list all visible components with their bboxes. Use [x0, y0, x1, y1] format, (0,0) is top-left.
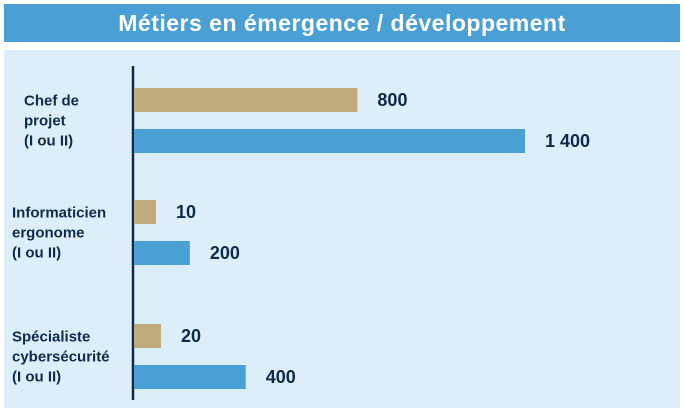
data-label: 20 [181, 326, 201, 346]
bar [134, 324, 161, 348]
category-label-line: Chef de [24, 93, 79, 110]
bar [134, 241, 190, 265]
bar [134, 129, 525, 153]
category-label-line: projet [24, 113, 66, 130]
data-label: 1 400 [545, 131, 590, 151]
category-label-line: cybersécurité [12, 349, 110, 366]
category-label: Chef de projet (I ou II) [24, 93, 79, 150]
category-label-line: Spécialiste [12, 329, 90, 346]
category-label: Spécialiste cybersécurité (I ou II) [12, 329, 110, 386]
title-bar: Métiers en émergence / développement [4, 4, 680, 42]
category-label-line: ergonome [12, 225, 85, 242]
category-label: Informaticien ergonome (I ou II) [12, 205, 106, 262]
category-label-line: (I ou II) [12, 369, 61, 386]
bar [134, 365, 246, 389]
data-label: 400 [266, 367, 296, 387]
chart-title: Métiers en émergence / développement [118, 9, 566, 36]
data-label: 800 [377, 90, 407, 110]
data-label: 10 [176, 202, 196, 222]
bar [134, 200, 156, 224]
category-label-line: (I ou II) [12, 245, 61, 262]
category-label-line: (I ou II) [24, 133, 73, 150]
data-label: 200 [210, 243, 240, 263]
bar [134, 88, 358, 112]
category-label-line: Informaticien [12, 205, 106, 222]
